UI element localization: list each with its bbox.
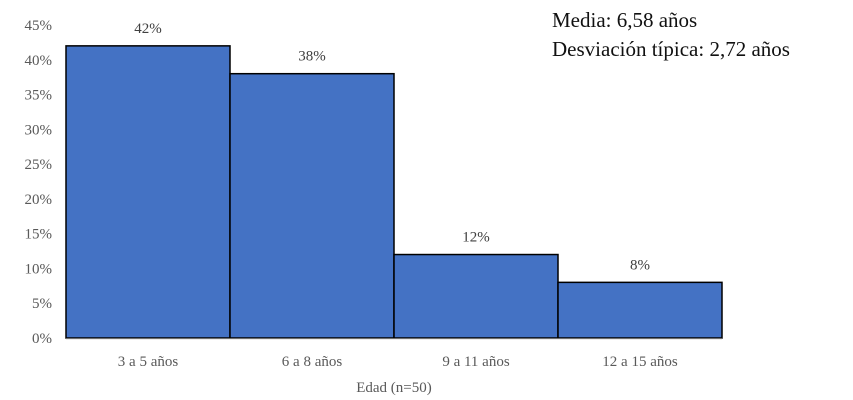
x-axis-ticks: 3 a 5 años 6 a 8 años 9 a 11 años 12 a 15 a… xyxy=(118,354,678,370)
summary-stats: Media: 6,58 años Desviación típica: 2,72… xyxy=(552,6,790,64)
y-tick-label: 35% xyxy=(25,88,53,104)
y-tick-label: 20% xyxy=(25,192,53,208)
y-tick-label: 40% xyxy=(25,53,53,69)
data-label-0: 42% xyxy=(134,21,162,37)
bar-3 xyxy=(557,281,723,339)
data-label-1: 38% xyxy=(298,49,326,65)
y-tick-label: 5% xyxy=(32,296,52,312)
y-tick-label: 25% xyxy=(25,157,53,173)
y-tick-label: 10% xyxy=(25,261,53,277)
y-tick-label: 0% xyxy=(32,331,52,347)
x-axis-title: Edad (n=50) xyxy=(356,380,432,396)
y-axis-ticks: 0% 5% 10% 15% 20% 25% 30% 35% 40% 45% xyxy=(25,18,53,347)
sd-text: Desviación típica: 2,72 años xyxy=(552,37,790,61)
data-label-2: 12% xyxy=(462,230,490,246)
x-tick-label: 3 a 5 años xyxy=(118,354,179,370)
y-tick-label: 15% xyxy=(25,227,53,243)
mean-text: Media: 6,58 años xyxy=(552,8,698,32)
bar-0 xyxy=(65,45,231,339)
x-tick-label: 9 a 11 años xyxy=(442,354,510,370)
bar-1 xyxy=(229,72,395,339)
x-tick-label: 6 a 8 años xyxy=(282,354,343,370)
data-labels-group: 42% 38% 12% 8% xyxy=(134,21,650,273)
y-tick-label: 30% xyxy=(25,122,53,138)
x-tick-label: 12 a 15 años xyxy=(602,354,678,370)
bars-group xyxy=(65,45,723,339)
y-tick-label: 45% xyxy=(25,18,53,34)
bar-2 xyxy=(393,253,559,339)
data-label-3: 8% xyxy=(630,257,650,273)
